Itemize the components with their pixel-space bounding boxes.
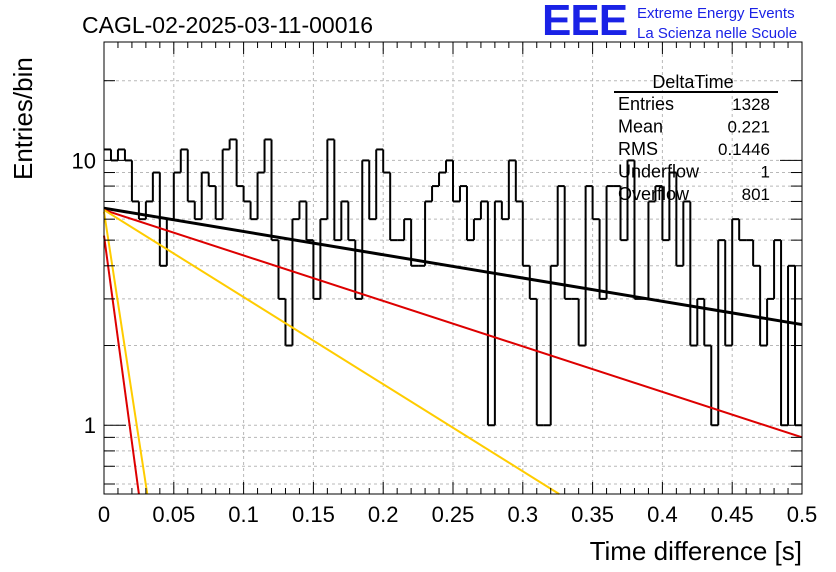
stats-box: DeltaTime Entries 1328 Mean 0.221 RMS 0.1446 U…	[614, 72, 778, 204]
x-tick-label: 0	[98, 502, 110, 527]
stats-row-value: 801	[742, 185, 770, 204]
eee-logo: EEE Extreme Energy Events La Scienza nel…	[542, 0, 832, 46]
x-tick-label: 0.1	[228, 502, 259, 527]
x-tick-label: 0.3	[508, 502, 539, 527]
fit-curve-1	[103, 206, 803, 327]
x-tick-label: 0.05	[152, 502, 195, 527]
y-axis-ticks: 1 10	[72, 80, 802, 485]
y-tick-label: 1	[84, 413, 96, 438]
stats-row-label: Underflow	[618, 162, 700, 182]
stats-row-value: 0.1446	[718, 140, 770, 159]
x-tick-label: 0.15	[292, 502, 335, 527]
fit-curves	[103, 206, 803, 495]
x-axis-ticks: 0 0.05 0.1 0.15 0.2 0.25 0.3 0.35 0.4 0.45 0.5	[98, 42, 817, 527]
eee-logo-mark: EEE	[542, 0, 628, 45]
stats-row-label: RMS	[618, 139, 658, 159]
x-tick-label: 0.45	[711, 502, 754, 527]
stats-row-value: 1	[761, 163, 770, 182]
stats-row-value: 1328	[732, 95, 770, 114]
stats-box-title: DeltaTime	[652, 72, 733, 92]
histogram-bars	[104, 138, 802, 427]
stats-row-value: 0.221	[727, 118, 770, 137]
stats-row-label: Overflow	[618, 184, 690, 204]
stats-row-label: Mean	[618, 117, 663, 137]
chart-title: CAGL-02-2025-03-11-00016	[82, 12, 373, 38]
x-tick-label: 0.4	[647, 502, 678, 527]
x-tick-label: 0.35	[571, 502, 614, 527]
x-tick-label: 0.2	[368, 502, 399, 527]
fit-curve-4	[103, 235, 140, 495]
x-tick-label: 0.5	[787, 502, 818, 527]
stats-rows: Entries 1328 Mean 0.221 RMS 0.1446 Underflow 1 O…	[618, 94, 770, 204]
x-tick-label: 0.25	[432, 502, 475, 527]
y-tick-label: 10	[72, 148, 96, 173]
fit-curve-3	[103, 209, 560, 495]
eee-logo-line2: La Scienza nelle Scuole	[637, 25, 798, 42]
fit-curve-2	[103, 209, 803, 439]
x-axis-label: Time difference [s]	[590, 536, 802, 566]
eee-logo-line1: Extreme Energy Events	[637, 5, 795, 22]
stats-row-label: Entries	[618, 94, 674, 114]
fit-curve-5	[103, 211, 149, 495]
y-axis-label: Entries/bin	[8, 57, 38, 180]
